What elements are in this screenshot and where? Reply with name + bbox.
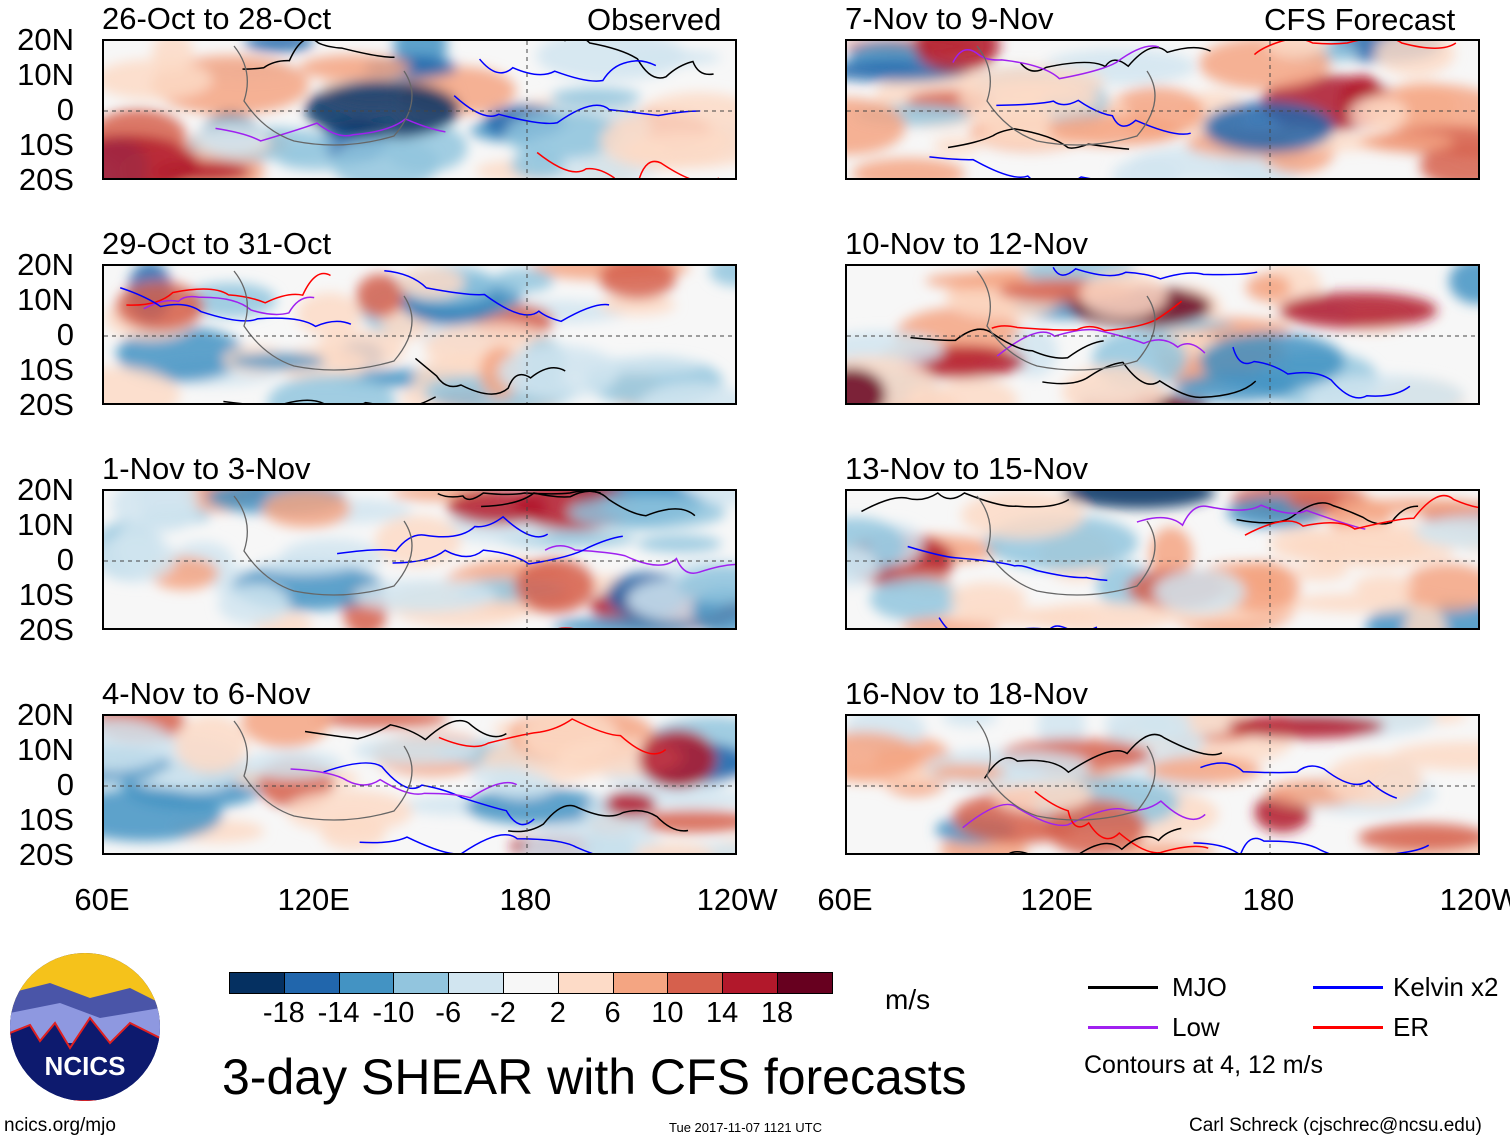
colorbar-tick-label: -10 (372, 997, 415, 1029)
legend-line-mjo (1088, 986, 1158, 989)
longitude-label: 60E (74, 882, 130, 917)
colorbar-tick-label: -18 (262, 997, 305, 1029)
legend-line-kelvin (1313, 986, 1383, 989)
colorbar-tick-label: 6 (604, 997, 621, 1029)
legend-line-er (1313, 1026, 1383, 1029)
latitude-label: 10S (18, 802, 74, 837)
ncics-logo: NCICS (10, 953, 160, 1101)
colorbar-tick-label: -6 (435, 997, 462, 1029)
latitude-label: 0 (56, 767, 74, 802)
colorbar-swatch (557, 972, 614, 994)
longitude-label: 180 (499, 882, 552, 917)
legend-label-low: Low (1172, 1012, 1220, 1042)
panel-title: 4-Nov to 6-Nov (102, 676, 311, 711)
longitude-label: 120E (277, 882, 350, 917)
latitude-label: 20N (17, 472, 74, 507)
latitude-label: 10S (18, 577, 74, 612)
shear-map-panel (845, 39, 1480, 180)
colorbar-units: m/s (885, 984, 931, 1015)
latitude-label: 20N (17, 22, 74, 57)
shear-map-panel (102, 39, 737, 180)
colorbar-tick-label: 18 (760, 997, 794, 1029)
colorbar-tick-label: -14 (317, 997, 360, 1029)
shear-map-panel (845, 264, 1480, 405)
longitude-label: 120W (1439, 882, 1510, 917)
footer-timestamp: Tue 2017-11-07 1121 UTC (669, 1120, 822, 1135)
legend-label-kelvin: Kelvin x2 (1393, 972, 1499, 1002)
longitude-label: 120W (696, 882, 778, 917)
colorbar-tick-label: 10 (651, 997, 684, 1029)
latitude-label: 10N (17, 732, 74, 767)
latitude-label: 0 (56, 542, 74, 577)
panel-title: 29-Oct to 31-Oct (102, 226, 332, 261)
legend-label-mjo: MJO (1172, 972, 1227, 1002)
colorbar-swatch (338, 972, 395, 994)
colorbar-tick-label: 14 (706, 997, 739, 1029)
latitude-label: 10N (17, 57, 74, 92)
panel-title: 10-Nov to 12-Nov (845, 226, 1088, 261)
longitude-label: 180 (1242, 882, 1295, 917)
shear-map-panel (102, 264, 737, 405)
latitude-label: 20N (17, 697, 74, 732)
panel-title: 1-Nov to 3-Nov (102, 451, 311, 486)
latitude-label: 10N (17, 282, 74, 317)
colorbar-swatch (283, 972, 340, 994)
legend-note: Contours at 4, 12 m/s (1084, 1051, 1324, 1079)
panel-title: 16-Nov to 18-Nov (845, 676, 1088, 711)
longitude-label: 120E (1020, 882, 1093, 917)
footer-url[interactable]: ncics.org/mjo (4, 1115, 116, 1136)
latitude-label: 10N (17, 507, 74, 542)
colorbar-swatch (448, 972, 504, 994)
latitude-label: 20S (18, 162, 74, 197)
panel-title: 13-Nov to 15-Nov (845, 451, 1088, 486)
panel-title: 26-Oct to 28-Oct (102, 1, 332, 36)
longitude-label: 60E (817, 882, 873, 917)
shear-map-panel (845, 489, 1480, 630)
figure-title: 3-day SHEAR with CFS forecasts (222, 1049, 967, 1105)
latitude-label: 0 (56, 92, 74, 127)
colorbar-swatch (722, 972, 778, 994)
logo-text: NCICS (45, 1051, 126, 1081)
latitude-label: 20S (18, 837, 74, 872)
shear-map-panel (102, 489, 737, 630)
shear-map-panel (845, 714, 1480, 855)
colorbar-swatch (777, 972, 833, 994)
header-observed: Observed (587, 2, 722, 37)
colorbar-swatch (667, 972, 724, 994)
latitude-label: 10S (18, 127, 74, 162)
colorbar-tick-label: -2 (490, 997, 516, 1029)
footer-credit: Carl Schreck (cjschrec@ncsu.edu) (1189, 1115, 1482, 1136)
legend-label-er: ER (1393, 1012, 1430, 1042)
colorbar-swatch (229, 972, 285, 994)
colorbar-swatch (393, 972, 450, 994)
colorbar-tick-label: 2 (549, 997, 566, 1029)
colorbar-swatch (612, 972, 669, 994)
latitude-label: 20N (17, 247, 74, 282)
header-forecast: CFS Forecast (1264, 2, 1456, 37)
latitude-label: 20S (18, 387, 74, 422)
legend-line-low (1088, 1026, 1158, 1029)
panel-title: 7-Nov to 9-Nov (845, 1, 1054, 36)
latitude-label: 20S (18, 612, 74, 647)
latitude-label: 0 (56, 317, 74, 352)
colorbar-swatch (503, 972, 559, 994)
shear-map-panel (102, 714, 737, 855)
latitude-label: 10S (18, 352, 74, 387)
